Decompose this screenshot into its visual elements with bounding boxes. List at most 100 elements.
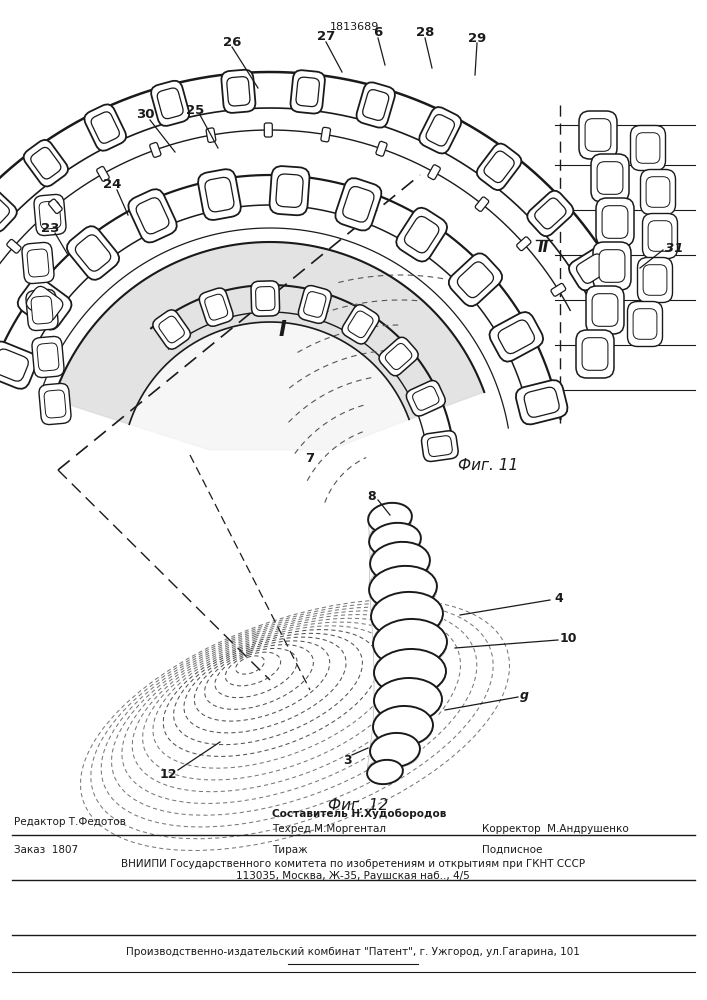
FancyBboxPatch shape bbox=[91, 112, 119, 143]
Ellipse shape bbox=[374, 649, 446, 695]
FancyBboxPatch shape bbox=[457, 262, 493, 298]
Text: 24: 24 bbox=[103, 178, 121, 192]
FancyBboxPatch shape bbox=[569, 247, 616, 290]
Ellipse shape bbox=[370, 733, 420, 767]
FancyBboxPatch shape bbox=[153, 310, 190, 349]
FancyBboxPatch shape bbox=[205, 294, 228, 320]
FancyBboxPatch shape bbox=[296, 77, 320, 107]
Ellipse shape bbox=[369, 566, 437, 610]
FancyBboxPatch shape bbox=[449, 253, 502, 306]
FancyBboxPatch shape bbox=[517, 237, 531, 251]
FancyBboxPatch shape bbox=[34, 194, 66, 236]
FancyBboxPatch shape bbox=[0, 341, 37, 389]
FancyBboxPatch shape bbox=[276, 174, 303, 207]
FancyBboxPatch shape bbox=[585, 119, 611, 151]
FancyBboxPatch shape bbox=[475, 197, 489, 211]
Polygon shape bbox=[369, 585, 443, 618]
FancyBboxPatch shape bbox=[379, 337, 419, 376]
FancyBboxPatch shape bbox=[264, 123, 272, 137]
FancyBboxPatch shape bbox=[396, 208, 447, 262]
Text: Заказ  1807: Заказ 1807 bbox=[14, 845, 78, 855]
FancyBboxPatch shape bbox=[363, 90, 389, 120]
Text: g: g bbox=[520, 688, 529, 702]
FancyBboxPatch shape bbox=[633, 309, 657, 339]
Text: 23: 23 bbox=[41, 222, 59, 234]
FancyBboxPatch shape bbox=[643, 265, 667, 295]
FancyBboxPatch shape bbox=[407, 381, 445, 416]
FancyBboxPatch shape bbox=[30, 147, 61, 179]
FancyBboxPatch shape bbox=[524, 387, 559, 417]
FancyBboxPatch shape bbox=[298, 286, 332, 323]
Ellipse shape bbox=[373, 706, 433, 746]
FancyBboxPatch shape bbox=[31, 296, 53, 324]
Ellipse shape bbox=[370, 542, 430, 582]
FancyBboxPatch shape bbox=[648, 221, 672, 251]
Ellipse shape bbox=[373, 619, 447, 667]
FancyBboxPatch shape bbox=[206, 128, 216, 142]
FancyBboxPatch shape bbox=[26, 289, 58, 331]
Text: Техред М.Моргентал: Техред М.Моргентал bbox=[272, 824, 386, 834]
Polygon shape bbox=[373, 641, 447, 673]
FancyBboxPatch shape bbox=[321, 127, 330, 142]
FancyBboxPatch shape bbox=[643, 214, 677, 258]
FancyBboxPatch shape bbox=[641, 169, 675, 215]
FancyBboxPatch shape bbox=[516, 380, 568, 424]
Polygon shape bbox=[53, 242, 484, 424]
FancyBboxPatch shape bbox=[404, 216, 439, 253]
FancyBboxPatch shape bbox=[205, 177, 234, 212]
Text: 31: 31 bbox=[665, 241, 684, 254]
FancyBboxPatch shape bbox=[27, 249, 49, 277]
FancyBboxPatch shape bbox=[527, 191, 573, 236]
Text: Производственно-издательский комбинат "Патент", г. Ужгород, ул.Гагарина, 101: Производственно-издательский комбинат "П… bbox=[126, 947, 580, 957]
FancyBboxPatch shape bbox=[150, 142, 161, 157]
FancyBboxPatch shape bbox=[484, 151, 514, 183]
FancyBboxPatch shape bbox=[579, 111, 617, 159]
FancyBboxPatch shape bbox=[7, 239, 21, 253]
FancyBboxPatch shape bbox=[159, 316, 185, 343]
FancyBboxPatch shape bbox=[597, 162, 623, 194]
FancyBboxPatch shape bbox=[586, 286, 624, 334]
FancyBboxPatch shape bbox=[636, 133, 660, 163]
FancyBboxPatch shape bbox=[303, 292, 326, 317]
FancyBboxPatch shape bbox=[67, 226, 119, 280]
FancyBboxPatch shape bbox=[582, 338, 608, 370]
Text: Фиг. 11: Фиг. 11 bbox=[458, 458, 518, 473]
Polygon shape bbox=[369, 537, 430, 565]
Text: 26: 26 bbox=[223, 35, 241, 48]
Text: Тираж: Тираж bbox=[272, 845, 308, 855]
Polygon shape bbox=[370, 724, 433, 752]
FancyBboxPatch shape bbox=[0, 349, 28, 381]
FancyBboxPatch shape bbox=[602, 206, 628, 238]
Text: 12: 12 bbox=[159, 768, 177, 782]
Text: 3: 3 bbox=[344, 754, 352, 766]
FancyBboxPatch shape bbox=[44, 390, 66, 418]
FancyBboxPatch shape bbox=[646, 177, 670, 207]
Ellipse shape bbox=[371, 592, 443, 638]
Polygon shape bbox=[368, 515, 421, 543]
FancyBboxPatch shape bbox=[477, 144, 522, 190]
Text: 29: 29 bbox=[468, 31, 486, 44]
FancyBboxPatch shape bbox=[199, 288, 233, 326]
Text: 27: 27 bbox=[317, 30, 335, 43]
FancyBboxPatch shape bbox=[291, 70, 325, 114]
Polygon shape bbox=[367, 748, 420, 775]
Ellipse shape bbox=[369, 523, 421, 557]
FancyBboxPatch shape bbox=[37, 343, 59, 371]
FancyBboxPatch shape bbox=[32, 336, 64, 378]
Polygon shape bbox=[129, 322, 409, 450]
Text: 10: 10 bbox=[560, 632, 578, 645]
FancyBboxPatch shape bbox=[551, 283, 566, 296]
Polygon shape bbox=[374, 671, 446, 701]
Text: Редактор Т.Федотов: Редактор Т.Федотов bbox=[14, 817, 126, 827]
Text: 7: 7 bbox=[305, 452, 315, 464]
FancyBboxPatch shape bbox=[385, 343, 412, 370]
Text: 28: 28 bbox=[416, 26, 434, 39]
FancyBboxPatch shape bbox=[348, 311, 373, 338]
FancyBboxPatch shape bbox=[227, 77, 250, 106]
Polygon shape bbox=[371, 612, 447, 645]
FancyBboxPatch shape bbox=[376, 141, 387, 156]
FancyBboxPatch shape bbox=[97, 166, 110, 181]
Text: Составитель Н.Худобородов: Составитель Н.Худобородов bbox=[272, 809, 446, 819]
FancyBboxPatch shape bbox=[596, 198, 634, 246]
Text: 1813689: 1813689 bbox=[330, 22, 380, 32]
